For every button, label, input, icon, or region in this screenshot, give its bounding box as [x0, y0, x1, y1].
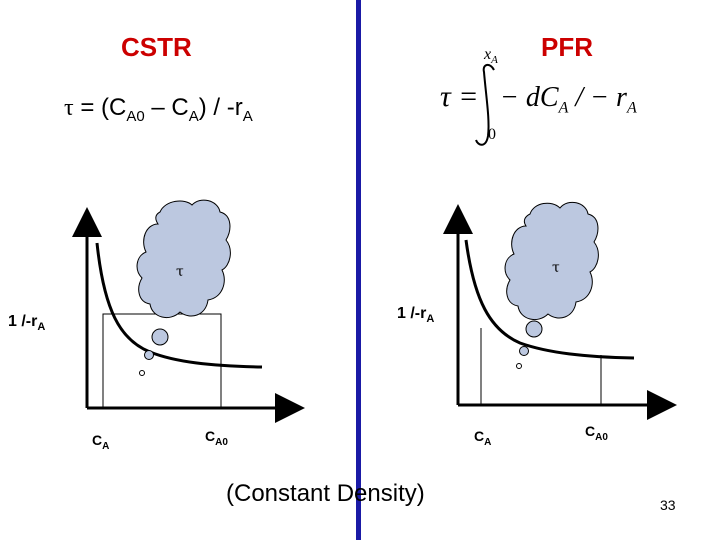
eq-sub-ra: A — [242, 107, 253, 125]
eq-part-2: – C — [144, 94, 189, 121]
cstr-x-label-ca: CA — [92, 432, 110, 452]
eq-sub-a: A — [188, 107, 199, 125]
eq-part-3: ) / -r — [198, 94, 243, 121]
cstr-cloud-tau: τ — [176, 264, 184, 280]
pfr-cloud — [504, 201, 599, 321]
constant-density-note: (Constant Density) — [226, 480, 425, 507]
pfr-x-label-ca0: CA0 — [585, 423, 608, 443]
cstr-bubble-large — [151, 328, 169, 346]
pfr-bubble-small — [516, 363, 522, 369]
eq-sub-a0: A0 — [126, 107, 145, 125]
pfr-rate-curve — [464, 239, 635, 360]
cstr-cloud — [136, 199, 231, 319]
eq-part-1: = (C — [73, 94, 127, 121]
pfr-bubble-medium — [519, 346, 529, 356]
tau-symbol: τ — [64, 95, 74, 121]
cstr-equation: τ = (CA0 – CA) / -rA — [64, 94, 253, 125]
pfr-int-upper: xA — [484, 46, 498, 67]
pfr-integrand: − dCA / − rA — [500, 82, 637, 117]
pfr-x-label-ca: CA — [474, 428, 492, 448]
pfr-y-label: 1 /-rA — [397, 305, 435, 326]
pfr-title: PFR — [541, 32, 593, 62]
pfr-bubble-large — [525, 320, 543, 338]
integral-sign — [475, 64, 495, 146]
center-divider — [356, 0, 361, 540]
cstr-bubble-medium — [144, 350, 154, 360]
pfr-eq-lhs: τ = — [440, 80, 479, 113]
pfr-int-lower: 0 — [488, 126, 496, 143]
cstr-graph — [72, 199, 305, 423]
cstr-bubble-small — [139, 370, 145, 376]
page-number: 33 — [660, 497, 676, 513]
pfr-graph — [443, 201, 677, 420]
cstr-y-label: 1 /-rA — [8, 313, 46, 334]
cstr-x-label-ca0: CA0 — [205, 428, 228, 448]
cstr-title: CSTR — [121, 32, 192, 62]
pfr-cloud-tau: τ — [552, 260, 560, 276]
